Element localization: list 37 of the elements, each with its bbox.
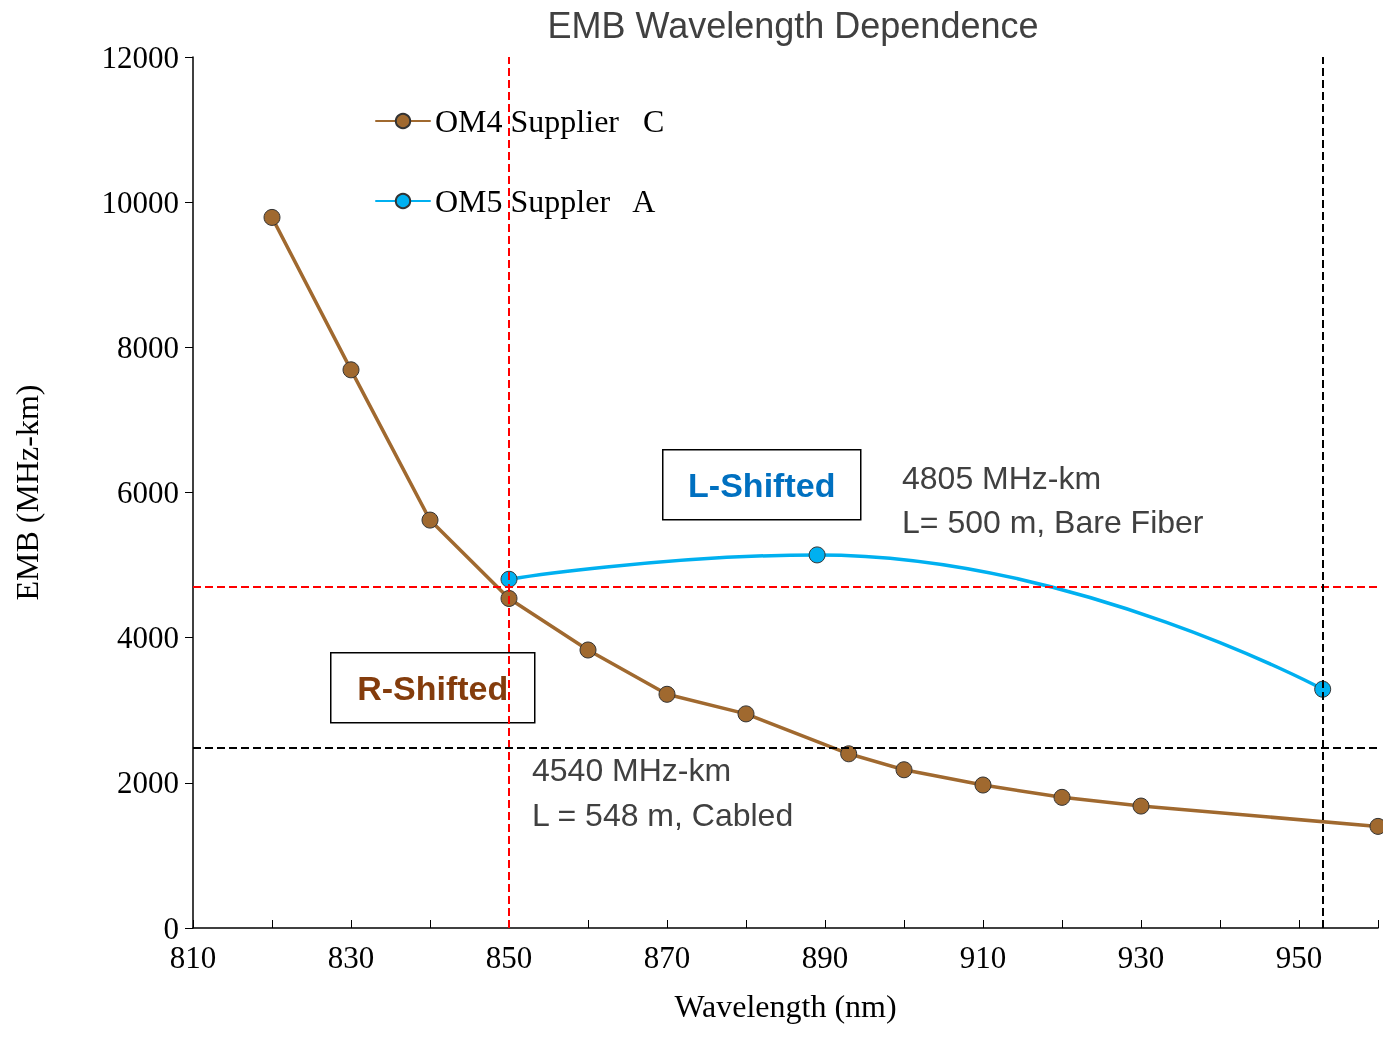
annotation: L = 548 m, Cabled bbox=[532, 797, 794, 833]
point bbox=[737, 705, 755, 723]
annotation: 4805 MHz-km bbox=[902, 460, 1102, 496]
point bbox=[1132, 797, 1150, 815]
annotation: L= 500 m, Bare Fiber bbox=[902, 504, 1204, 540]
annotation: R-Shifted bbox=[357, 668, 509, 707]
x-tick-label: 950 bbox=[1275, 940, 1323, 975]
x-tick-label: 890 bbox=[801, 940, 849, 975]
point bbox=[658, 685, 676, 703]
x-tick-label: 930 bbox=[1117, 940, 1165, 975]
point bbox=[263, 208, 281, 226]
chart-title: EMB Wavelength Dependence bbox=[547, 4, 1039, 46]
annotation: 4540 MHz-km bbox=[532, 752, 732, 788]
annotation: L-Shifted bbox=[688, 465, 836, 504]
x-axis-title: Wavelength (nm) bbox=[674, 988, 897, 1024]
point bbox=[579, 641, 597, 659]
y-tick-label: 2000 bbox=[117, 765, 179, 801]
point bbox=[808, 546, 826, 564]
point bbox=[342, 361, 360, 379]
y-tick-label: 10000 bbox=[101, 184, 179, 220]
point bbox=[840, 745, 858, 763]
y-tick-label: 12000 bbox=[101, 39, 179, 75]
y-tick-label: 4000 bbox=[117, 620, 179, 656]
point bbox=[974, 776, 992, 794]
y-axis-title: EMB (MHz-km) bbox=[9, 384, 45, 601]
point bbox=[1053, 788, 1071, 806]
x-tick-label: 910 bbox=[959, 940, 1007, 975]
x-tick-label: 830 bbox=[327, 940, 375, 975]
legend-label: OM4 Supplier C bbox=[435, 103, 665, 139]
x-tick-label: 850 bbox=[485, 940, 533, 975]
x-tick-label: 870 bbox=[643, 940, 691, 975]
point bbox=[421, 511, 439, 529]
point bbox=[895, 761, 913, 779]
y-tick-label: 6000 bbox=[117, 475, 179, 510]
point bbox=[500, 589, 518, 607]
legend-label: OM5 Suppler A bbox=[435, 183, 656, 219]
y-tick-label: 8000 bbox=[117, 329, 179, 365]
